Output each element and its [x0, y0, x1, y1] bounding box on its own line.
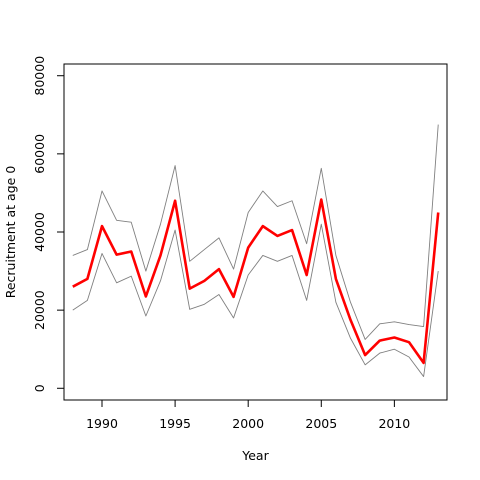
x-axis-label: Year — [241, 448, 269, 463]
plot-frame — [63, 63, 448, 401]
y-tick-label: 40000 — [32, 212, 47, 252]
x-tick-label: 2010 — [378, 416, 410, 431]
y-tick-label: 80000 — [32, 56, 47, 96]
series-line-lower — [72, 223, 439, 378]
series-layer — [72, 124, 440, 378]
series-line-upper — [72, 124, 439, 340]
y-tick-label: 60000 — [32, 134, 47, 174]
series-line-estimate — [72, 198, 440, 365]
x-tick-label: 1995 — [159, 416, 191, 431]
x-tick-label: 2000 — [232, 416, 264, 431]
x-axis: 1990 1995 2000 2005 2010 — [86, 399, 410, 431]
y-tick-label: 0 — [32, 384, 47, 392]
y-tick-label: 20000 — [32, 290, 47, 330]
y-axis: 0 20000 40000 60000 80000 — [32, 56, 65, 392]
x-tick-label: 2005 — [305, 416, 337, 431]
x-tick-label: 1990 — [86, 416, 118, 431]
y-axis-label: Recruitment at age 0 — [3, 166, 18, 299]
